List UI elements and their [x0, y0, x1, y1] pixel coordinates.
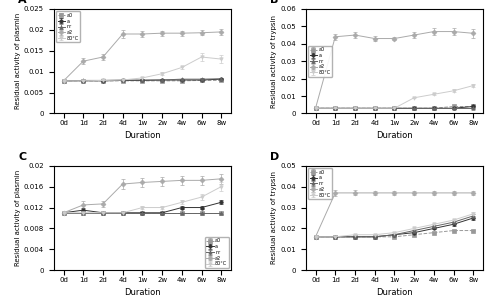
Legend: a0, a, nr, a2, 80°C: a0, a, nr, a2, 80°C — [56, 11, 80, 42]
X-axis label: Duration: Duration — [124, 288, 161, 297]
Y-axis label: Residual activity of trypsin: Residual activity of trypsin — [271, 15, 277, 108]
X-axis label: Duration: Duration — [376, 288, 413, 297]
Y-axis label: Residual activity of plasmin: Residual activity of plasmin — [15, 170, 21, 266]
Text: B: B — [270, 0, 279, 5]
Text: D: D — [270, 151, 280, 162]
Legend: a0, a, nr, a2, 80°C: a0, a, nr, a2, 80°C — [308, 46, 332, 77]
X-axis label: Duration: Duration — [124, 131, 161, 140]
Text: C: C — [18, 151, 26, 162]
Text: A: A — [18, 0, 27, 5]
Y-axis label: Residual activity of trypsin: Residual activity of trypsin — [271, 171, 277, 265]
X-axis label: Duration: Duration — [376, 131, 413, 140]
Y-axis label: Residual activity of plasmin: Residual activity of plasmin — [15, 13, 21, 109]
Legend: a0, a, nr, a2, 80°C: a0, a, nr, a2, 80°C — [308, 168, 332, 199]
Legend: a0, a, nr, a2, 80°C: a0, a, nr, a2, 80°C — [205, 237, 229, 268]
